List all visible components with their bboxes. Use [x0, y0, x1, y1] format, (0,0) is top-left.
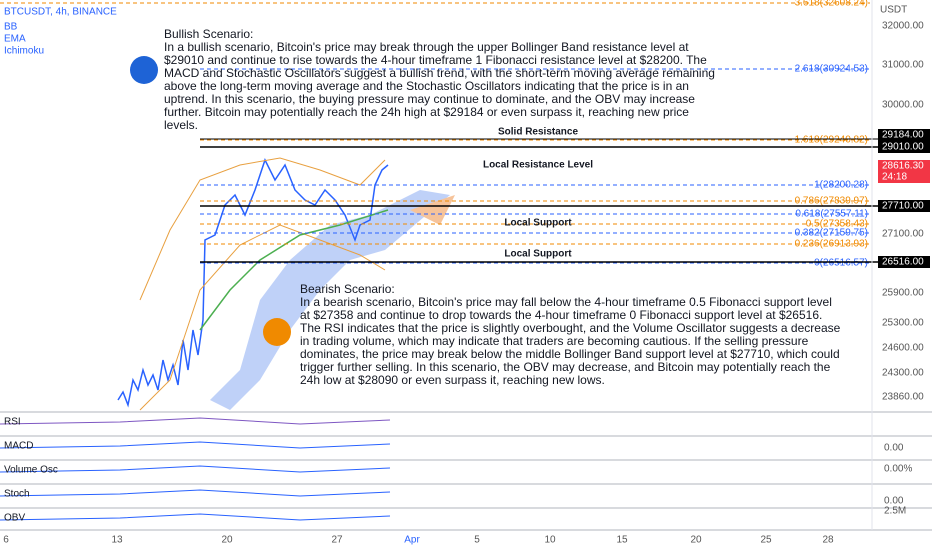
- bullish-title: Bullish Scenario:: [164, 27, 254, 41]
- date-label: 15: [616, 535, 628, 546]
- date-label: 13: [111, 535, 123, 546]
- date-label: 20: [690, 535, 702, 546]
- price-box: [878, 160, 930, 172]
- price-path: [117, 158, 389, 408]
- indicator-line: [0, 417, 391, 425]
- price-label: 32000.00: [882, 21, 924, 32]
- date-label: Apr: [404, 535, 420, 546]
- price-label: 25300.00: [882, 318, 924, 329]
- pane-label: Stoch: [4, 489, 30, 500]
- indicator: EMA: [4, 34, 26, 45]
- price-label: 26516.00: [882, 257, 924, 268]
- price-label: 24600.00: [882, 343, 924, 354]
- indicator-line: [0, 513, 391, 521]
- bearish-icon: [263, 318, 291, 346]
- pane-value: 0.00: [884, 496, 904, 507]
- cloud-red: [410, 195, 455, 225]
- date-label: 25: [760, 535, 772, 546]
- currency: USDT: [880, 5, 907, 16]
- bearish-text: In a bearish scenario, Bitcoin's price m…: [300, 295, 841, 387]
- pane-value: 0.00%: [884, 464, 912, 475]
- price-label: 28616.30: [882, 161, 924, 172]
- fib-label: 0.5(27358.43): [806, 219, 868, 230]
- fib-label: 1.618(29240.82): [795, 135, 868, 146]
- date-label: 6: [3, 535, 9, 546]
- annotation: Local Support: [504, 218, 572, 229]
- price-label: 29010.00: [882, 142, 924, 153]
- fib-label: 1(28200.28): [814, 180, 868, 191]
- bullish-scenario: Bullish Scenario: In a bullish scenario,…: [164, 28, 724, 132]
- cloud: [210, 190, 450, 410]
- fib-label: 0.786(27839.97): [795, 196, 868, 207]
- pane-value: 2.5M: [884, 506, 906, 517]
- fib-label: 0(26516.57): [814, 258, 868, 269]
- date-label: 27: [331, 535, 343, 546]
- indicator: Ichimoku: [4, 46, 44, 57]
- pane-label: RSI: [4, 417, 21, 428]
- date-label: 10: [544, 535, 556, 546]
- fib-label: 3.618(32608.24): [795, 0, 868, 9]
- annotation: Local Support: [504, 249, 572, 260]
- bearish-scenario: Bearish Scenario: In a bearish scenario,…: [300, 283, 842, 387]
- price-box: [878, 200, 930, 212]
- price-label: 29184.00: [882, 130, 924, 141]
- date-label: 28: [822, 535, 834, 546]
- price-label: 27100.00: [882, 229, 924, 240]
- bb-lower: [139, 224, 386, 411]
- price-label: 23860.00: [882, 392, 924, 403]
- price-box: [878, 141, 930, 153]
- price-box: [878, 256, 930, 268]
- symbol: BTCUSDT, 4h, BINANCE: [4, 7, 117, 18]
- bb-upper: [139, 157, 386, 301]
- pane-label: MACD: [4, 441, 33, 452]
- price-box: [878, 171, 930, 183]
- indicator-line: [0, 441, 391, 449]
- indicator: BB: [4, 22, 18, 33]
- price-label: 24:18: [882, 172, 907, 183]
- indicator-line: [0, 465, 391, 473]
- bullish-text: In a bullish scenario, Bitcoin's price m…: [164, 40, 715, 132]
- ema: [199, 209, 389, 331]
- bearish-title: Bearish Scenario:: [300, 282, 395, 296]
- date-label: 5: [474, 535, 480, 546]
- price-label: 27710.00: [882, 201, 924, 212]
- pane-label: OBV: [4, 513, 25, 524]
- fib-label: 0.236(26913.93): [795, 239, 868, 250]
- pane-label: Volume Osc: [4, 465, 58, 476]
- fib-label: 2.618(30924.53): [795, 64, 868, 75]
- price-label: 30000.00: [882, 100, 924, 111]
- annotation: Local Resistance Level: [483, 160, 593, 171]
- pane-value: 0.00: [884, 443, 904, 454]
- price-label: 31000.00: [882, 60, 924, 71]
- price-label: 25900.00: [882, 288, 924, 299]
- fib-label: 0.382(27159.75): [795, 228, 868, 239]
- price-label: 24300.00: [882, 368, 924, 379]
- indicator-line: [0, 489, 391, 497]
- price-box: [878, 129, 930, 141]
- date-label: 20: [221, 535, 233, 546]
- annotation: Solid Resistance: [498, 127, 578, 138]
- fib-label: 0.618(27557.11): [795, 209, 868, 220]
- bullish-icon: [130, 56, 158, 84]
